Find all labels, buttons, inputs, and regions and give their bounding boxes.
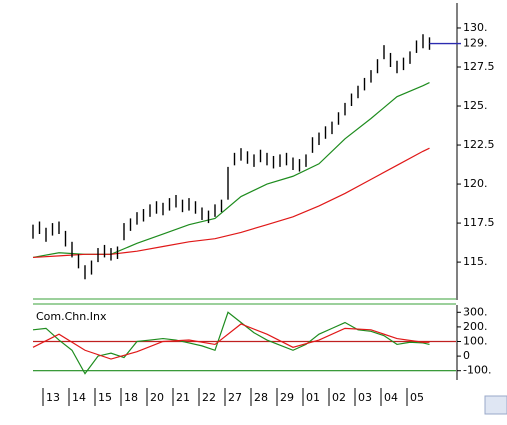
y-tick-label: 100.	[463, 335, 488, 348]
y-tick-label: 125.	[463, 99, 488, 112]
x-tick-label: 03	[358, 391, 372, 404]
line	[32, 323, 430, 360]
y-tick-label: 117.5	[463, 216, 495, 229]
y-tick-label: 200.	[463, 320, 488, 333]
y-tick-label: 120.	[463, 177, 488, 190]
x-tick-label: 29	[280, 391, 294, 404]
x-tick-label: 21	[176, 391, 190, 404]
x-tick-label: 22	[202, 391, 216, 404]
panel-title: Com.Chn.Inx	[36, 310, 107, 323]
x-tick-label: 28	[254, 391, 268, 404]
y-tick-label: 300.	[463, 305, 488, 318]
x-tick-label: 02	[332, 391, 346, 404]
x-tick-label: 18	[124, 391, 138, 404]
price-marker-label: 129.	[463, 37, 488, 50]
x-tick-label: 15	[98, 391, 112, 404]
line	[32, 147, 430, 259]
x-tick-label: 05	[410, 391, 424, 404]
y-tick-label: 130.	[463, 21, 488, 34]
x-tick-label: 14	[72, 391, 86, 404]
y-tick-label: 127.5	[463, 60, 495, 73]
x-tick-label: 04	[384, 391, 398, 404]
x-tick-label: 27	[228, 391, 242, 404]
y-tick-label: 0	[463, 349, 470, 362]
y-tick-label: 122.5	[463, 138, 495, 151]
y-tick-label: -100.	[463, 364, 491, 377]
x-tick-label: 13	[46, 391, 60, 404]
y-tick-label: 115.	[463, 255, 488, 268]
corner-icon	[484, 395, 507, 415]
x-tick-label: 01	[306, 391, 320, 404]
x-tick-label: 20	[150, 391, 164, 404]
